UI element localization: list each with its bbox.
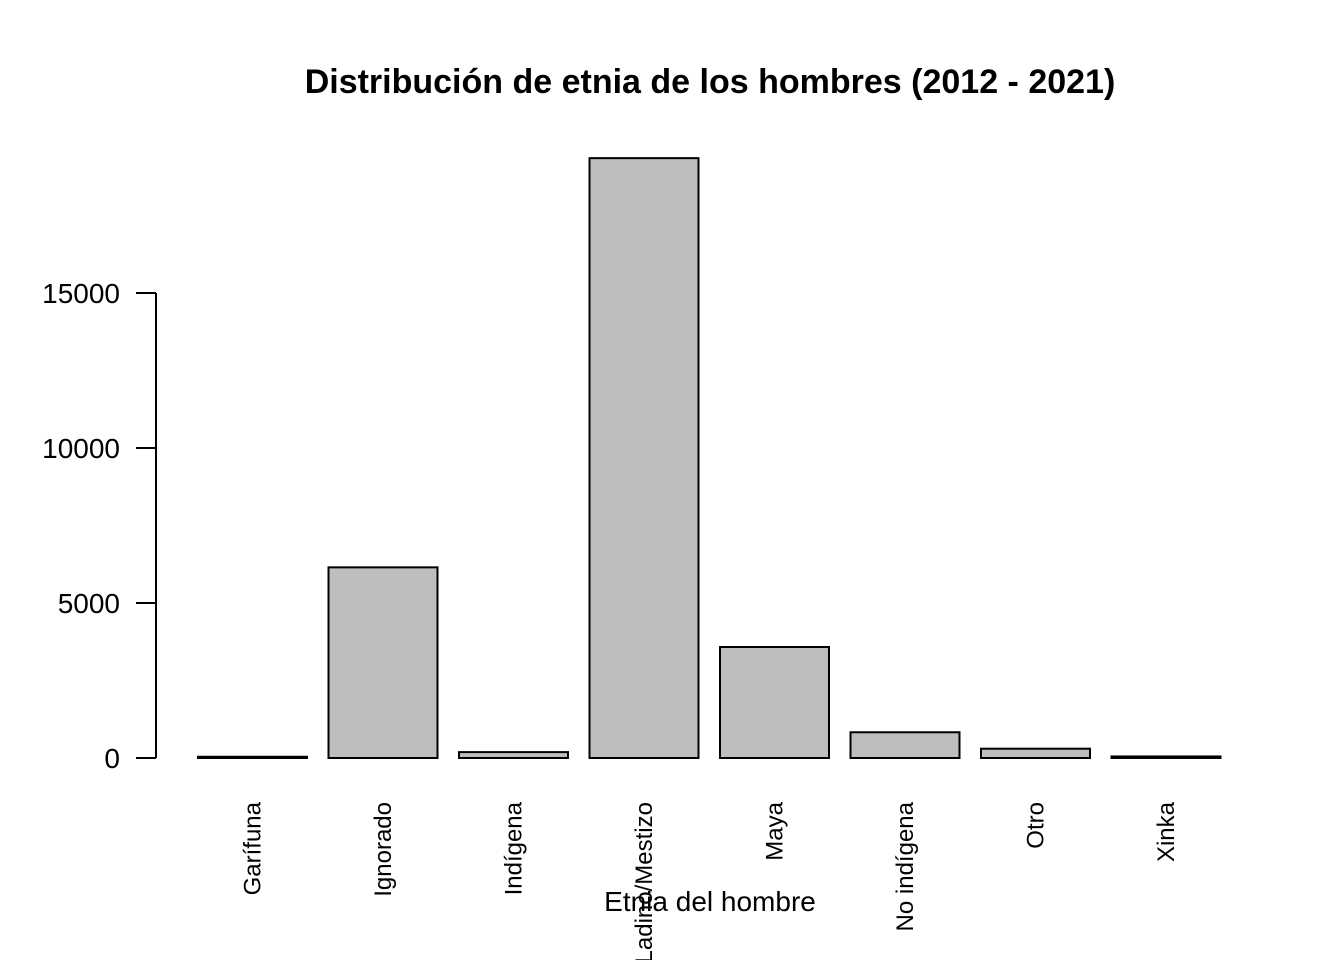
x-tick-label: Ladino/Mestizo [631, 802, 658, 960]
x-axis-label: Etnia del hombre [604, 886, 816, 917]
bar [458, 751, 569, 759]
x-tick-labels: Garífuna Ignorado Indígena Ladino/Mestizo Ma… [240, 801, 1181, 960]
y-tick-label: 5000 [58, 588, 120, 619]
bar [719, 646, 830, 760]
x-tick-label: Indígena [501, 801, 528, 895]
y-tick-label: 15000 [42, 278, 120, 309]
bar [327, 566, 439, 759]
x-tick-label: Otro [1023, 802, 1050, 849]
x-tick-label: Ignorado [370, 802, 397, 897]
bar [1110, 755, 1222, 760]
bars [197, 157, 1222, 760]
y-axis: 0 5000 10000 15000 [42, 278, 157, 774]
x-tick-label: No indígena [892, 801, 919, 931]
y-tick-label: 0 [104, 743, 120, 774]
y-tick-label: 10000 [42, 433, 120, 464]
bar [588, 157, 700, 759]
x-tick-label: Maya [762, 801, 789, 860]
x-tick-label: Garífuna [240, 801, 267, 895]
chart-title: Distribución de etnia de los hombres (20… [305, 63, 1116, 101]
bar [849, 731, 961, 760]
bar [197, 755, 308, 760]
bar [980, 747, 1091, 760]
x-tick-label: Xinka [1153, 801, 1180, 862]
